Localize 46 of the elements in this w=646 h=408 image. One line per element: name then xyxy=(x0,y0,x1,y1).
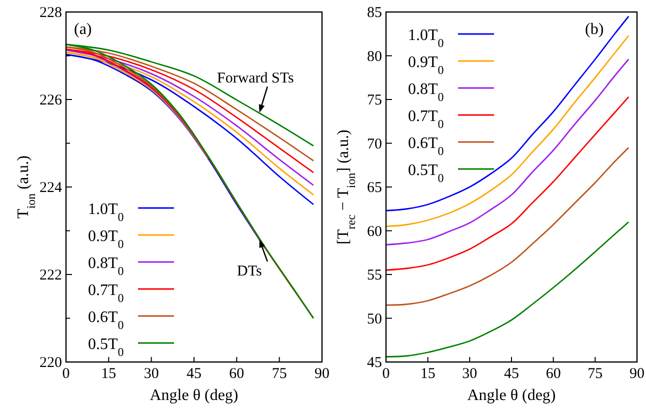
annotation: Forward STs xyxy=(216,70,294,87)
y-tick-label: 70 xyxy=(367,136,382,152)
x-tick-label: 60 xyxy=(546,366,561,382)
y-tick-label: 50 xyxy=(367,311,382,328)
text: (b) xyxy=(585,21,604,38)
legend-label: 0.6T$_{0}$ xyxy=(88,309,124,332)
x-axis-title: Angle θ (deg) xyxy=(467,387,556,404)
y-tick-label: 60 xyxy=(367,224,382,240)
y-tick-label: 75 xyxy=(367,92,382,108)
x-tick-label: 15 xyxy=(101,366,116,382)
x-tick-label: 30 xyxy=(144,366,159,382)
legend-label: 0.7T$_{0}$ xyxy=(88,282,124,305)
y-tick-label: 55 xyxy=(367,268,382,284)
legend-label: 1.0T$_{0}$ xyxy=(88,201,124,224)
x-tick-label: 45 xyxy=(504,366,519,382)
x-tick-label: 90 xyxy=(314,366,330,382)
text: (a) xyxy=(74,21,92,38)
y-tick-label: 222 xyxy=(40,268,62,284)
x-tick-label: 0 xyxy=(62,366,70,382)
y-tick-label: 220 xyxy=(40,355,62,371)
y-tick-label: 228 xyxy=(40,5,62,21)
x-axis-title: Angle θ (deg) xyxy=(150,387,238,404)
x-tick-label: 75 xyxy=(588,366,603,382)
legend-label: 0.5T$_{0}$ xyxy=(88,336,124,359)
x-tick-label: 15 xyxy=(420,366,436,382)
legend-label: 0.8T$_{0}$ xyxy=(408,81,444,104)
y-tick-label: 65 xyxy=(367,180,382,196)
legend-label: 0.6T$_{0}$ xyxy=(408,135,444,158)
x-tick-label: 30 xyxy=(462,366,478,382)
x-tick-label: 0 xyxy=(382,366,390,382)
legend-label: 0.7T$_{0}$ xyxy=(408,108,444,131)
x-tick-label: 90 xyxy=(630,366,644,382)
y-tick-label: 45 xyxy=(367,355,382,371)
y-tick-label: 80 xyxy=(367,48,382,65)
legend-label: 0.9T$_{0}$ xyxy=(408,54,444,77)
legend-label: 0.5T$_{0}$ xyxy=(408,162,444,185)
legend-label: 0.8T$_{0}$ xyxy=(88,255,124,278)
legend-label: 0.9T$_{0}$ xyxy=(88,228,124,251)
y-tick-label: 226 xyxy=(40,92,62,108)
y-tick-label: 224 xyxy=(40,180,62,196)
y-tick-label: 85 xyxy=(367,5,382,21)
x-tick-label: 75 xyxy=(272,366,287,382)
x-tick-label: 60 xyxy=(229,366,244,382)
legend-label: 1.0T$_{0}$ xyxy=(408,27,444,50)
annotation: DTs xyxy=(237,264,262,280)
x-tick-label: 45 xyxy=(186,366,202,382)
